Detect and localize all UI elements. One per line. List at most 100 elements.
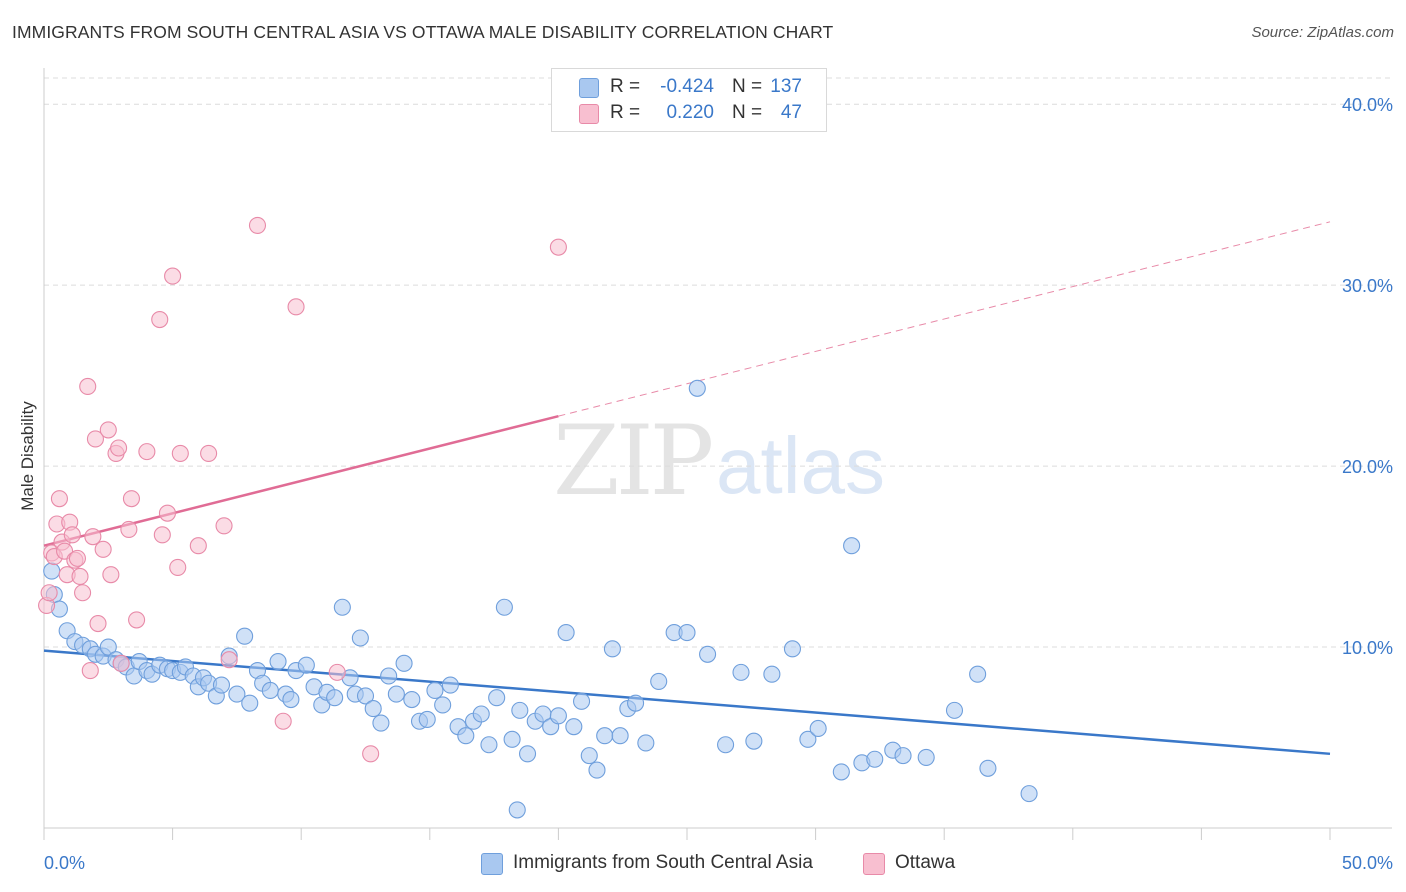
point-ottawa [122,490,140,508]
point-immigrants [395,654,413,672]
point-ottawa [158,504,177,522]
point-immigrants [228,685,246,703]
point-ottawa [86,430,104,448]
point-ottawa [189,537,207,555]
point-immigrants [688,379,706,397]
point-immigrants [472,705,490,723]
point-immigrants [387,685,405,703]
chart-title: IMMIGRANTS FROM SOUTH CENTRAL ASIA VS OT… [12,22,834,42]
point-ottawa [169,558,187,576]
point-immigrants [783,640,802,658]
point-ottawa [74,584,92,602]
point-immigrants [732,663,750,681]
point-immigrants [503,730,521,748]
point-ottawa [362,745,380,763]
point-immigrants [678,624,696,642]
point-immigrants [549,707,567,725]
point-immigrants [799,730,817,748]
y-tick-label: 20.0% [1342,457,1393,477]
point-immigrants [596,727,614,745]
point-immigrants [241,694,259,712]
point-immigrants [557,624,575,642]
point-immigrants [572,692,591,710]
point-immigrants [488,689,506,707]
point-immigrants [457,727,475,745]
point-ottawa [138,443,156,461]
point-ottawa [71,567,89,586]
legend-r-label: R = [610,102,641,123]
legend-n-value: 47 [780,102,802,123]
point-ottawa [171,444,189,462]
point-immigrants [441,676,459,694]
point-immigrants [418,710,436,728]
legend-row-immigrants: R = -0.424 N = 137 [552,74,826,100]
point-immigrants [508,801,526,819]
axes [43,68,1392,840]
legend-row-ottawa: R = 0.220 N = 47 [552,100,826,126]
y-axis-label: Male Disability [18,401,37,511]
point-ottawa [99,421,117,439]
point-immigrants [212,676,231,694]
point-immigrants [518,745,537,763]
legend-n-label: N = [732,102,763,123]
point-ottawa [81,662,99,680]
point-ottawa [94,540,112,558]
point-immigrants [745,732,763,750]
point-immigrants [351,629,369,647]
point-immigrants [917,748,935,766]
point-ottawa [120,520,138,538]
point-immigrants [364,700,382,718]
x-tick-label: 50.0% [1342,853,1393,873]
point-ottawa [50,490,68,508]
bottom-legend-label: Ottawa [895,852,956,873]
point-immigrants [627,694,645,712]
point-immigrants [43,562,61,580]
point-ottawa [274,712,292,730]
bottom-legend-swatch-immigrants [481,853,503,875]
source-label: Source: ZipAtlas.com [1251,24,1394,41]
point-immigrants [969,665,987,683]
point-immigrants [403,690,421,709]
point-immigrants [236,627,254,645]
bottom-legend-ottawa: Ottawa [863,852,973,876]
point-immigrants [495,598,513,616]
legend-n-label: N = [732,76,763,97]
point-immigrants [511,701,529,719]
point-immigrants [588,761,606,779]
point-ottawa [102,566,120,584]
point-immigrants [326,689,344,707]
y-tick-label: 40.0% [1342,95,1393,115]
point-immigrants [426,681,444,700]
point-ottawa [89,614,107,633]
bottom-legend-immigrants: Immigrants from South Central Asia [481,852,841,876]
legend-swatch-ottawa [579,104,599,124]
point-immigrants [866,750,884,768]
point-immigrants [717,736,735,754]
point-immigrants [580,747,598,765]
point-immigrants [1020,785,1038,803]
legend-r-label: R = [610,76,641,97]
bottom-legend-label: Immigrants from South Central Asia [513,852,813,873]
point-immigrants [565,718,583,736]
point-ottawa [128,611,146,629]
point-immigrants [480,736,498,754]
point-immigrants [434,696,452,714]
point-ottawa [63,526,81,544]
point-immigrants [261,681,279,700]
point-ottawa [215,517,233,535]
point-ottawa [287,298,305,316]
trend-line-ottawa-extension [558,221,1331,417]
bottom-legend-swatch-ottawa [863,853,885,875]
legend-r-value: 0.220 [666,102,714,123]
point-immigrants [699,645,717,663]
point-immigrants [356,687,375,705]
point-immigrants [979,759,997,777]
point-immigrants [809,719,827,738]
point-immigrants [380,667,398,685]
point-ottawa [84,528,102,546]
point-immigrants [372,714,390,732]
point-immigrants [611,727,629,745]
point-ottawa [248,216,267,234]
point-immigrants [99,638,117,656]
